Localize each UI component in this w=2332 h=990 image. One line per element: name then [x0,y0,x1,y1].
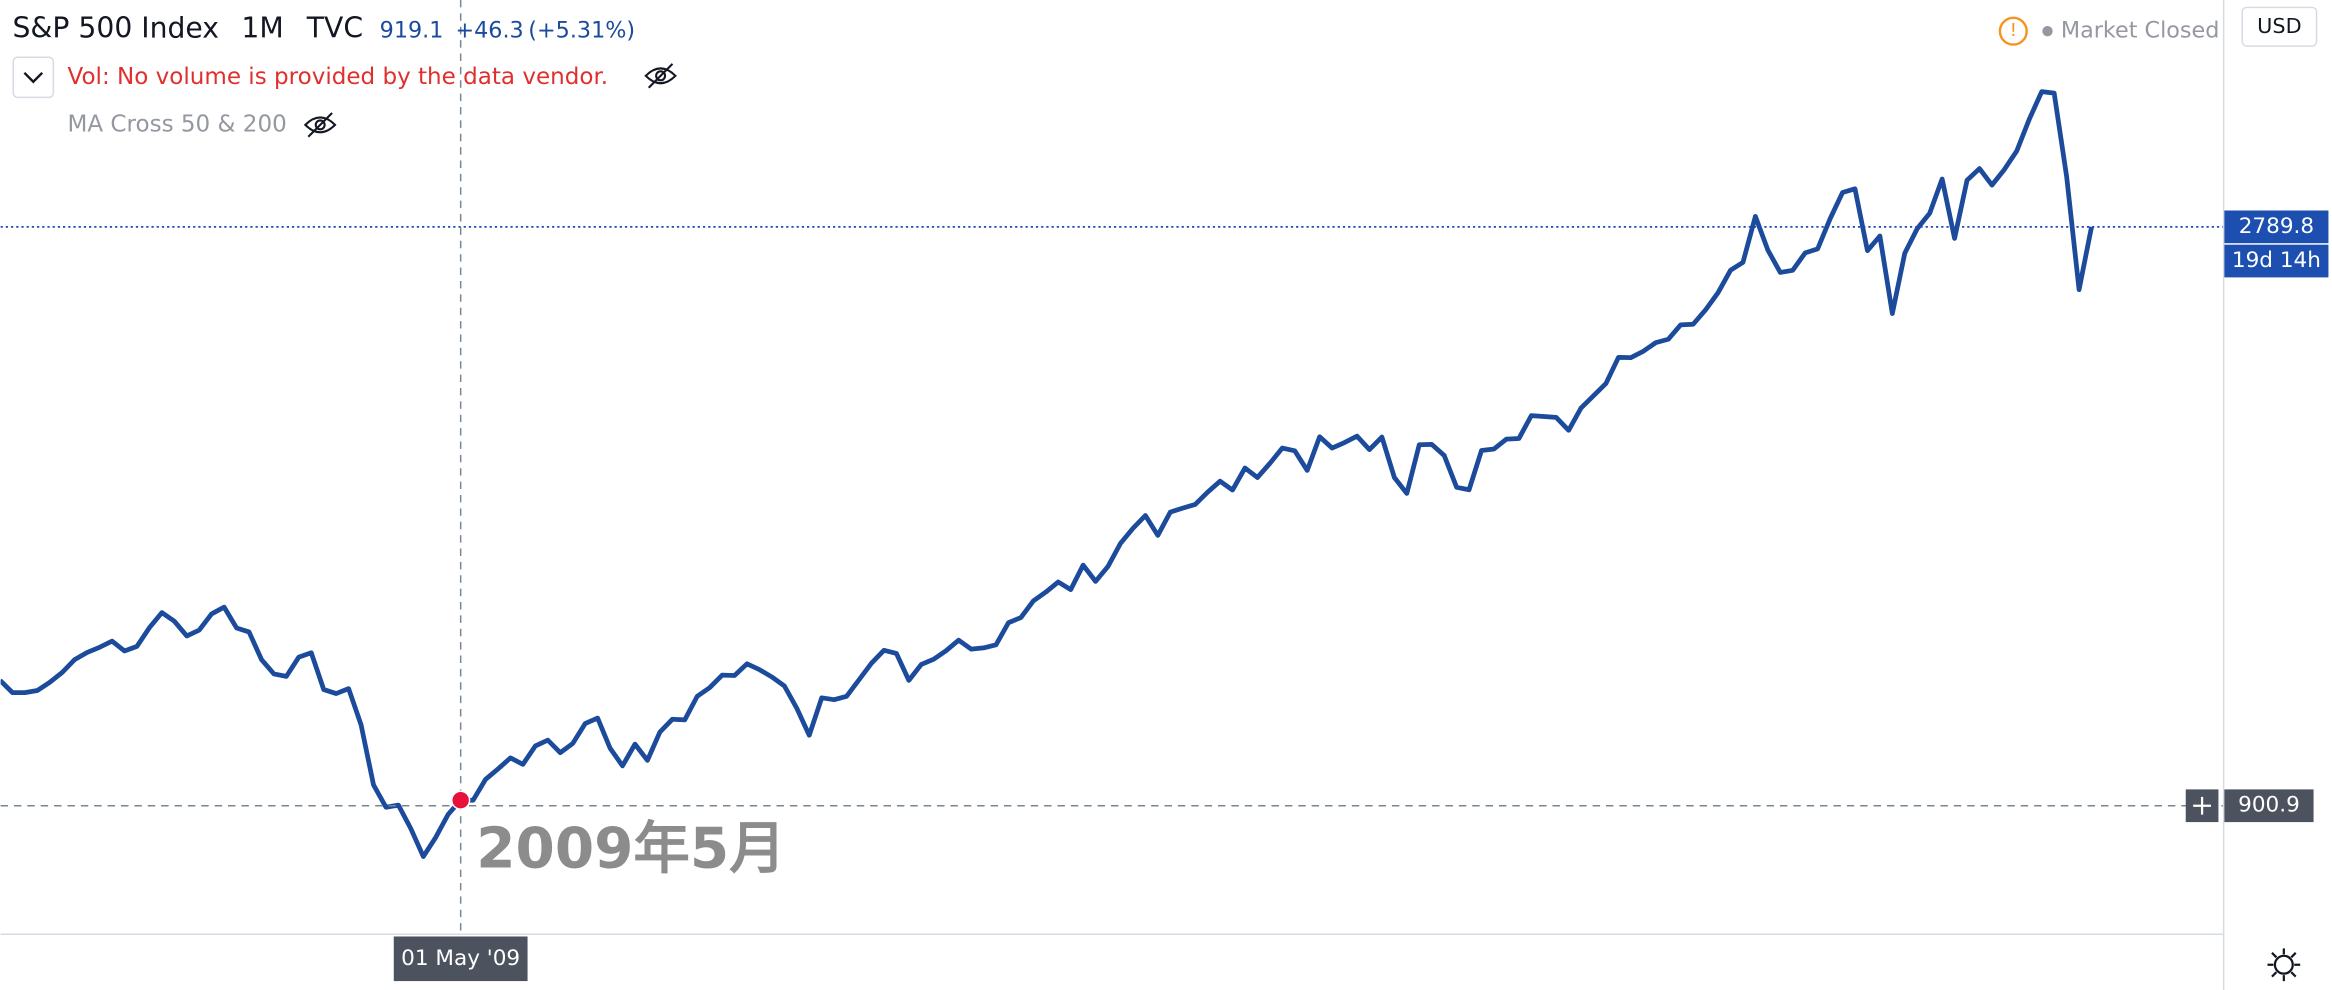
crosshair-date: 01 May '09 [401,946,520,971]
change-pct: (+5.31%) [528,18,635,44]
change: +46.3 [455,18,523,44]
countdown-badge [2224,244,2329,278]
source: TVC [306,12,363,45]
volume-note: Vol: No volume is provided by the data v… [67,64,608,90]
currency-badge[interactable] [2241,6,2318,47]
warning-mark: ! [2010,20,2017,41]
eye-icon[interactable] [644,63,677,89]
currency: USD [2257,14,2301,38]
symbol: S&P 500 Index [12,12,219,45]
settings-icon[interactable] [2267,948,2301,982]
interval: 1M [241,12,283,45]
price: 919.1 [380,18,444,44]
eye-icon[interactable] [303,112,337,138]
ma-legend: MA Cross 50 & 200 [67,111,286,137]
crosshair-price-badge [2224,789,2314,823]
crosshair-price: 900.9 [2238,793,2300,818]
chevron-icon [23,71,44,84]
crosshair-date-badge [393,936,528,982]
collapse-button[interactable] [12,56,55,99]
plus-icon [2193,796,2211,815]
countdown-label: 19d 14h [2232,248,2321,273]
annotation: 2009年5月 [476,816,785,881]
price-line [0,89,2094,859]
crosshair-point [450,790,471,810]
market-status: Market Closed [2061,18,2220,44]
status-dot [2042,26,2053,37]
last-price-label: 2789.8 [2239,214,2314,239]
last-price-badge [2224,210,2329,244]
warning-icon[interactable] [1998,16,2028,46]
